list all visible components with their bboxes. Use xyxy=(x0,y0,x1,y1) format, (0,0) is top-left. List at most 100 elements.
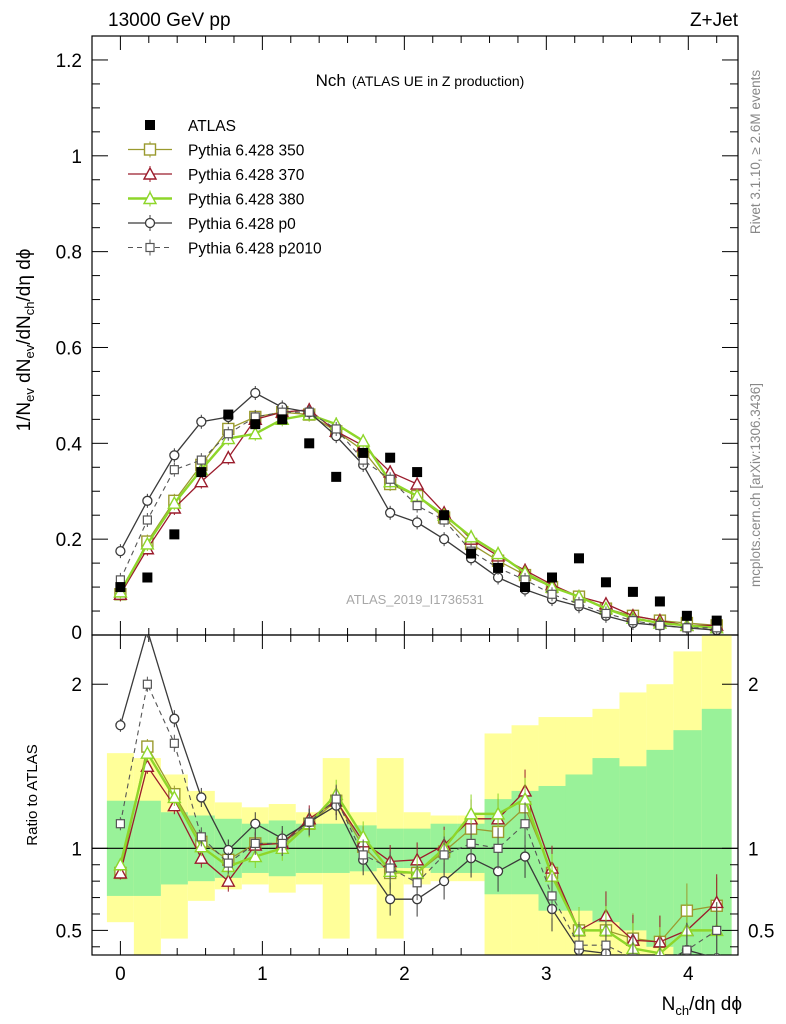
ratio-series-point xyxy=(712,925,722,935)
ratio-series-point xyxy=(248,849,263,863)
ratio-series-point xyxy=(520,819,530,829)
series-point xyxy=(250,387,261,399)
ratio-tick-label-right: 0.5 xyxy=(748,921,774,942)
series-point xyxy=(223,429,233,439)
series-point xyxy=(169,465,179,475)
legend-marker xyxy=(142,191,158,205)
legend-label-atlas: ATLAS xyxy=(188,118,236,135)
ratio-tick-label: 0.5 xyxy=(56,921,82,942)
ratio-series-point xyxy=(385,894,396,905)
series-point xyxy=(547,589,557,599)
atlas-data-point xyxy=(385,452,396,463)
legend-marker xyxy=(142,166,158,180)
header-process: Z+Jet xyxy=(690,10,739,31)
ratio-series-point xyxy=(250,818,261,829)
atlas-data-point xyxy=(331,471,342,482)
atlas-data-points xyxy=(115,409,722,626)
series-point xyxy=(463,529,479,543)
x-tick-label: 2 xyxy=(399,964,410,985)
ratio-series-point xyxy=(466,838,476,849)
legend-marker xyxy=(144,217,156,229)
atlas-data-point xyxy=(277,414,288,425)
ratio-series-point xyxy=(304,817,314,827)
atlas-data-point xyxy=(711,615,722,626)
series-point xyxy=(628,616,638,626)
atlas-data-point xyxy=(169,529,180,540)
main-panel: 0.2 0.4 0.6 0.8 1 1.2 0 xyxy=(56,35,739,955)
ratio-series-point xyxy=(331,794,341,804)
x-tick-label: 1 xyxy=(257,964,268,985)
series-point xyxy=(438,534,450,545)
ratio-series-point xyxy=(493,843,503,853)
series-point xyxy=(409,476,425,490)
atlas-data-point xyxy=(250,419,261,430)
plot-title-sub: (ATLAS UE in Z production) xyxy=(352,73,524,89)
y-tick-label: 0.4 xyxy=(56,434,83,455)
series-point xyxy=(194,474,209,488)
ratio-series-point xyxy=(221,873,236,887)
atlas-data-point xyxy=(547,572,558,583)
ratio-series-point xyxy=(519,851,531,862)
ratio-series-point xyxy=(490,806,506,820)
ratio-series-point xyxy=(145,635,149,636)
atlas-data-point xyxy=(223,409,234,420)
y-tick-label: 1.2 xyxy=(56,51,82,72)
atlas-data-point xyxy=(573,553,584,564)
ratio-series-point xyxy=(142,679,152,689)
ratio-series-point xyxy=(438,876,450,887)
ratio-series-point xyxy=(115,720,126,731)
series-point xyxy=(601,608,611,619)
ratio-series-group xyxy=(113,635,724,969)
atlas-data-point xyxy=(142,572,153,583)
x-tick-label: 4 xyxy=(683,964,694,985)
ratio-series-point xyxy=(223,858,233,868)
y-tick-label: 0.8 xyxy=(56,243,82,264)
ratio-series-point xyxy=(385,863,395,873)
ratio-series-point xyxy=(113,857,128,871)
atlas-data-point xyxy=(520,582,531,593)
x-axis-label: Nch/dη dϕ xyxy=(662,994,742,1018)
ratio-tick-label: 2 xyxy=(71,675,82,696)
ratio-series-point xyxy=(547,891,557,901)
legend: ATLAS Pythia 6.428 350 Pythia 6.428 370 Pyt… xyxy=(128,118,322,258)
series-point xyxy=(304,407,314,417)
analysis-watermark: ATLAS_2019_I1736531 xyxy=(346,592,484,607)
ratio-series-point xyxy=(682,945,692,955)
atlas-data-point xyxy=(196,467,207,478)
atlas-data-point xyxy=(304,438,315,449)
ratio-series-point xyxy=(601,940,611,950)
series-point xyxy=(411,517,423,528)
ratio-series-point xyxy=(194,850,209,864)
series-point xyxy=(655,620,665,631)
series-point xyxy=(196,416,207,427)
series-point xyxy=(385,507,396,518)
ratio-series-point xyxy=(115,819,125,829)
ratio-series-point xyxy=(196,832,206,842)
ratio-tick-label: 1 xyxy=(71,839,82,860)
x-tick-label: 0 xyxy=(115,964,126,985)
atlas-data-point xyxy=(358,447,369,458)
ratio-series-point xyxy=(196,792,207,803)
ratio-series-point xyxy=(140,745,155,759)
series-point xyxy=(140,536,155,550)
ratio-series-point xyxy=(277,838,287,849)
ratio-tick-label-right: 2 xyxy=(748,675,759,696)
ratio-frame xyxy=(91,634,739,956)
y-tick-label-zero: 0 xyxy=(71,623,82,644)
y-axis-label: 1/Nev dNev/dNch/dη dϕ xyxy=(14,249,37,432)
ratio-series-point xyxy=(656,961,664,969)
y-tick-label: 0.2 xyxy=(56,530,82,551)
ratio-axis-label: Ratio to ATLAS xyxy=(24,744,41,845)
series-point xyxy=(355,433,371,447)
legend-label: Pythia 6.428 p2010 xyxy=(188,241,322,258)
series-point xyxy=(142,495,153,506)
ratio-series-point xyxy=(250,838,260,849)
ratio-series-point xyxy=(463,806,479,820)
inner-band-bin xyxy=(673,730,702,955)
series-point xyxy=(196,455,206,465)
ratio-series-point xyxy=(169,713,180,724)
rivet-version-label: Rivet 3.1.10, ≥ 2.6M events xyxy=(748,70,763,234)
atlas-data-point xyxy=(115,582,126,593)
series-point xyxy=(331,424,341,434)
